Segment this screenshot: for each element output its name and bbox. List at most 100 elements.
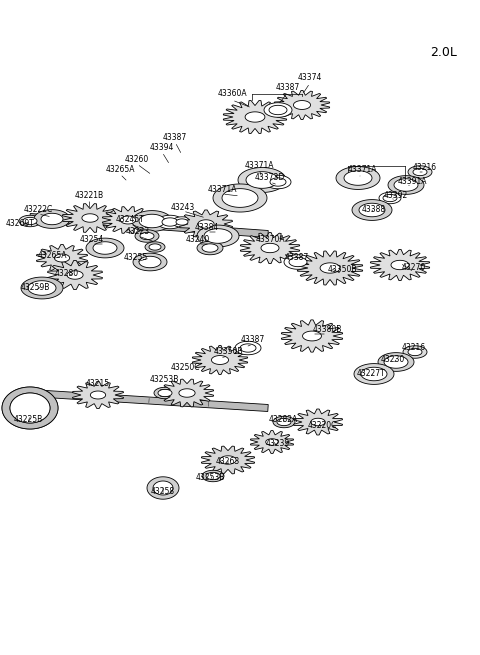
Polygon shape	[238, 168, 286, 193]
Polygon shape	[384, 356, 408, 368]
Text: 43387: 43387	[241, 335, 265, 345]
Polygon shape	[153, 481, 173, 495]
Polygon shape	[269, 105, 287, 115]
Polygon shape	[10, 393, 50, 423]
Text: 2.0L: 2.0L	[430, 45, 457, 58]
Polygon shape	[266, 439, 278, 445]
Text: 43220C: 43220C	[307, 421, 336, 430]
Text: 43255: 43255	[124, 253, 148, 263]
Polygon shape	[240, 344, 256, 352]
Polygon shape	[344, 171, 372, 185]
Text: 43270: 43270	[402, 263, 426, 272]
Text: 43371A: 43371A	[244, 160, 274, 170]
Text: 43221B: 43221B	[74, 191, 104, 200]
Polygon shape	[220, 456, 236, 464]
Polygon shape	[408, 348, 422, 356]
Polygon shape	[222, 189, 258, 208]
Polygon shape	[133, 253, 167, 271]
Polygon shape	[320, 263, 340, 273]
Text: 43388: 43388	[362, 206, 386, 214]
Polygon shape	[245, 112, 265, 122]
Polygon shape	[297, 251, 363, 285]
Text: 43360A: 43360A	[217, 90, 247, 98]
Polygon shape	[311, 419, 325, 426]
Polygon shape	[145, 242, 165, 252]
Polygon shape	[281, 320, 343, 352]
Polygon shape	[120, 216, 136, 224]
Text: 43371A: 43371A	[347, 166, 377, 174]
Polygon shape	[157, 215, 183, 229]
Polygon shape	[359, 203, 385, 217]
Polygon shape	[102, 206, 154, 233]
Text: 43374: 43374	[298, 73, 322, 83]
Polygon shape	[10, 395, 50, 422]
Polygon shape	[240, 233, 300, 263]
Polygon shape	[36, 244, 87, 272]
Polygon shape	[394, 179, 418, 191]
Polygon shape	[72, 381, 123, 409]
Polygon shape	[274, 90, 330, 120]
Text: 43371A: 43371A	[207, 185, 237, 195]
Polygon shape	[30, 390, 268, 411]
Polygon shape	[135, 230, 159, 242]
Polygon shape	[86, 238, 124, 258]
Polygon shape	[379, 193, 401, 204]
Text: 43282A: 43282A	[268, 415, 298, 424]
Polygon shape	[213, 184, 267, 212]
Polygon shape	[270, 178, 286, 186]
Polygon shape	[154, 387, 176, 399]
Text: 43216: 43216	[402, 343, 426, 352]
Text: 43387: 43387	[285, 253, 309, 263]
Polygon shape	[223, 100, 287, 134]
Polygon shape	[30, 214, 268, 238]
Polygon shape	[413, 168, 427, 176]
Polygon shape	[202, 470, 224, 481]
Polygon shape	[383, 195, 397, 202]
Polygon shape	[336, 166, 380, 189]
Polygon shape	[158, 389, 172, 397]
Text: 43350B: 43350B	[213, 348, 243, 356]
Polygon shape	[265, 176, 291, 189]
Polygon shape	[90, 391, 106, 399]
Polygon shape	[54, 254, 70, 262]
Polygon shape	[2, 387, 58, 429]
Polygon shape	[261, 243, 279, 253]
Text: 43380B: 43380B	[312, 326, 342, 335]
Text: 43230: 43230	[381, 356, 405, 364]
Text: 43253B: 43253B	[195, 472, 225, 481]
Polygon shape	[23, 217, 37, 225]
Text: 43259B: 43259B	[20, 282, 50, 291]
Polygon shape	[21, 277, 63, 299]
Polygon shape	[147, 477, 179, 499]
Polygon shape	[251, 430, 294, 453]
Text: 43216: 43216	[413, 164, 437, 172]
Text: 43240: 43240	[186, 236, 210, 244]
Text: 43222C: 43222C	[24, 206, 53, 214]
Text: 43263: 43263	[216, 457, 240, 466]
Polygon shape	[289, 257, 307, 267]
Text: 43391A: 43391A	[397, 178, 427, 187]
Text: 43370A: 43370A	[255, 236, 285, 244]
Polygon shape	[176, 219, 188, 225]
Polygon shape	[204, 229, 232, 243]
Polygon shape	[264, 103, 292, 117]
Text: 43260: 43260	[125, 155, 149, 164]
Text: 43223: 43223	[126, 227, 150, 236]
Polygon shape	[172, 217, 192, 227]
Text: 43225B: 43225B	[13, 415, 43, 424]
Polygon shape	[132, 211, 172, 231]
Text: 43250C: 43250C	[170, 364, 200, 373]
Polygon shape	[41, 214, 63, 225]
Polygon shape	[212, 356, 228, 364]
Polygon shape	[67, 271, 83, 279]
Polygon shape	[201, 446, 255, 474]
Text: 43243: 43243	[171, 202, 195, 212]
Text: 43258: 43258	[151, 487, 175, 496]
Text: 43215: 43215	[86, 379, 110, 388]
Text: 43239: 43239	[266, 438, 290, 447]
Polygon shape	[162, 218, 178, 226]
Polygon shape	[140, 233, 154, 240]
Polygon shape	[361, 367, 387, 381]
Polygon shape	[206, 472, 220, 479]
Polygon shape	[139, 214, 165, 228]
